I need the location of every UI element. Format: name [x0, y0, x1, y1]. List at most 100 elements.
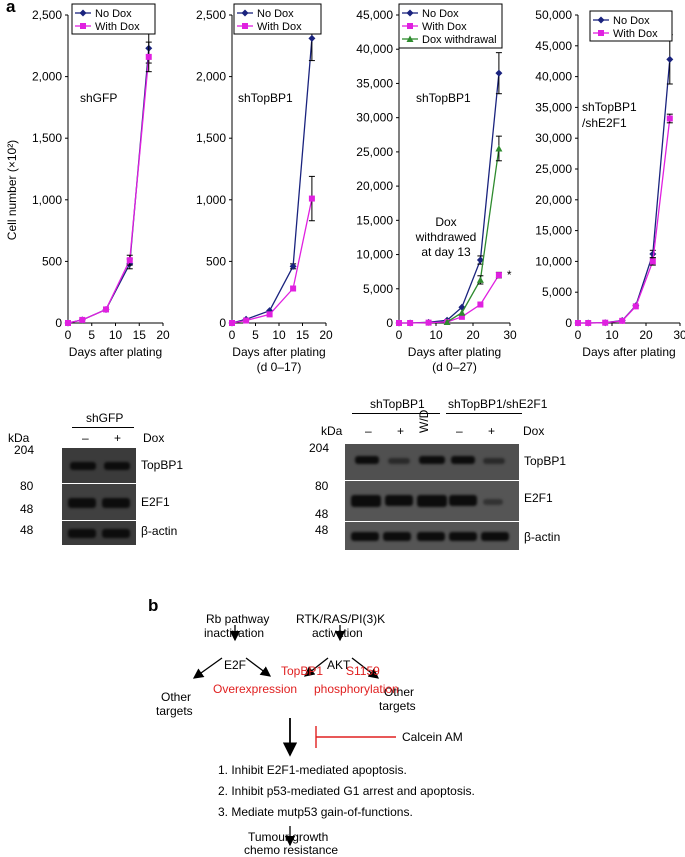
chart-3-series-2-line: [399, 274, 500, 324]
chart-2-legend-swatch-marker: [241, 9, 249, 17]
blot-right-topbp1-band-5: [483, 458, 505, 464]
blot-left-marker-48b: 48: [20, 523, 34, 537]
pathway-arrows: [192, 625, 396, 847]
chart-1-y-tick-label: 2,000: [32, 70, 62, 84]
chart-2-series-1-point: [308, 34, 316, 42]
chart-4-y-tick-label: 15,000: [535, 224, 572, 238]
chart-4-series-2-point: [619, 317, 626, 324]
chart-4-x-tick-label: 0: [575, 328, 582, 342]
blot-left-marker-48a: 48: [20, 502, 34, 516]
chart-3-series-1-point: [476, 256, 484, 264]
chart-2-y-tick-label: 1,000: [196, 193, 226, 207]
blot-left-lane-2: +: [114, 431, 122, 445]
other-targets-left-1: Other: [161, 690, 192, 704]
blot-left-e2f1-membrane: [62, 484, 136, 520]
chart-4-y-tick-label: 50,000: [535, 8, 572, 22]
blot-right-kda: kDa: [321, 424, 343, 438]
chart-3-y-tick-label: 5,000: [363, 282, 393, 296]
blot-right-row-e2f1: E2F1: [524, 491, 553, 505]
chart-3-x-label-2: (d 0–27): [432, 360, 477, 374]
blot-right-actin-band-1: [351, 532, 379, 541]
chart-3-series-2-point: [407, 320, 414, 326]
blot-left-marker-80: 80: [20, 479, 34, 493]
chart-3-y-tick-label: 45,000: [356, 8, 393, 22]
chart-2-series-2-point: [229, 320, 235, 326]
chart-4-series-1-point: [666, 55, 674, 63]
chart-1-x-tick-label: 0: [65, 328, 72, 342]
chart-1-y-tick-label: 0: [55, 316, 62, 330]
chart-3-legend-label: With Dox: [422, 21, 467, 33]
chart-2-series-2-point: [243, 317, 250, 324]
chart-2-y-tick-label: 2,000: [196, 70, 226, 84]
blot-right-lane-5: +: [488, 424, 496, 438]
chart-2-series-1-line: [231, 38, 313, 324]
chart-2-legend-swatch-marker: [242, 23, 248, 29]
chart-1-x-tick-label: 5: [88, 328, 95, 342]
chart-2-x-label: Days after plating: [232, 345, 325, 359]
blot-right-marker-80: 80: [315, 479, 329, 493]
chart-2-y-tick-label: 0: [219, 316, 226, 330]
blot-right-actin-band-5: [481, 532, 509, 541]
chart-4-series-2-point: [649, 258, 656, 265]
blot-right-e2f1-membrane: [345, 481, 519, 521]
chart-3-y-tick-label: 30,000: [356, 111, 393, 125]
chart-4-x-tick-label: 20: [639, 328, 653, 342]
chart-3-withdraw-note: at day 13: [421, 245, 471, 259]
chart-3-y-tick-label: 10,000: [356, 248, 393, 262]
chart-4-y-tick-label: 10,000: [535, 254, 572, 268]
blot-left-topbp1-band-2: [104, 462, 130, 470]
blot-right-lane-3: W/D: [417, 409, 431, 433]
chart-3-series-3-point: [476, 276, 484, 283]
chart-3-series-2-point: [495, 272, 502, 279]
chart-1-series-2-point: [145, 53, 152, 60]
other-targets-right-2: targets: [379, 699, 416, 713]
calcein-am-label: Calcein AM: [402, 730, 463, 744]
phosphorylation-label: phosphorylation: [314, 682, 399, 696]
blot-right-actin-band-2: [383, 532, 411, 541]
chart-2-series-2-line: [231, 198, 313, 324]
chart-2-x-tick-label: 5: [252, 328, 259, 342]
chart-2-series-2-point: [308, 195, 315, 202]
chart-3-series-3-point: [495, 144, 503, 152]
chart-2-legend-label: With Dox: [257, 21, 302, 33]
blot-left-group-line: [72, 427, 134, 428]
chart-3-y-tick-label: 25,000: [356, 145, 393, 159]
chart-3-series-3-point: [443, 318, 451, 325]
chart-1-x-label: Days after plating: [69, 345, 162, 359]
chart-3-legend-swatch-marker: [406, 35, 414, 42]
chart-4-series-2-point: [602, 319, 609, 326]
blot-right-group-1-line: [352, 413, 440, 414]
chart-3-series-2-point: [458, 313, 465, 320]
chart-1-y-tick-label: 1,500: [32, 131, 62, 145]
blot-right-lane-2: +: [397, 424, 405, 438]
chart-3-x-tick-label: 10: [429, 328, 443, 342]
chart-3-y-tick-label: 35,000: [356, 76, 393, 90]
chart-4-y-tick-label: 25,000: [535, 162, 572, 176]
chart-4-x-label: Days after plating: [582, 345, 675, 359]
chart-2-series-2-point: [290, 285, 297, 292]
chart-1-legend-swatch-marker: [80, 23, 86, 29]
panel-b-label: b: [148, 596, 159, 615]
chart-1-annotation: shGFP: [80, 91, 117, 105]
blot-left-actin-band-1: [68, 529, 96, 538]
chart-2-x-tick-label: 20: [319, 328, 333, 342]
chart-3-legend-label: Dox withdrawal: [422, 34, 497, 46]
panel-a-label: a: [6, 0, 16, 16]
chart-3-annotation: shTopBP1: [416, 91, 471, 105]
chart-3-legend-swatch-marker: [407, 23, 413, 29]
chart-3-x-tick-label: 20: [466, 328, 480, 342]
blot-left-kda: kDa: [8, 431, 30, 445]
chart-2-y-tick-label: 500: [206, 254, 226, 268]
chart-4-y-tick-label: 35,000: [535, 100, 572, 114]
chart-3-series-2-point: [425, 319, 432, 326]
chart-3-y-tick-label: 20,000: [356, 179, 393, 193]
chart-3-y-tick-label: 0: [386, 316, 393, 330]
chart-3-withdraw-note: Dox: [435, 215, 456, 229]
chart-4-y-tick-label: 30,000: [535, 131, 572, 145]
chart-1-y-tick-label: 500: [42, 254, 62, 268]
western-blot-left: shGFP kDa – + Dox 204 TopBP1 80 E2F1 48 …: [0, 400, 200, 550]
chart-2-x-label-2: (d 0–17): [257, 360, 302, 374]
chart-4-legend-label: No Dox: [613, 15, 650, 27]
rb-pathway-label: Rb pathway: [206, 612, 270, 626]
